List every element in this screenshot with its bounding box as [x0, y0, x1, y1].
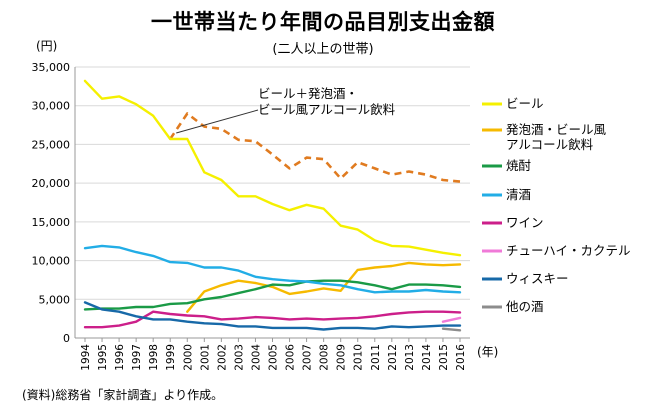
annotation-leader	[176, 109, 259, 134]
series-line-0	[169, 112, 461, 183]
x-tick-label: 2007	[302, 344, 314, 371]
x-tick-label: 2006	[285, 344, 297, 371]
y-tick-label: 20,000	[32, 177, 71, 190]
legend-label: ワイン	[506, 215, 544, 230]
x-tick-label: 2000	[182, 344, 194, 371]
y-axis-label: (円)	[36, 39, 57, 53]
x-tick-label: 2015	[438, 344, 450, 371]
legend-label: チューハイ・カクテル	[506, 243, 631, 258]
x-tick-label: 1994	[80, 344, 92, 371]
x-tick-label: 2012	[387, 344, 399, 371]
legend-label: 清酒	[506, 187, 531, 202]
legend-label: 発泡酒・ビール風	[506, 122, 607, 137]
x-tick-label: 2010	[353, 344, 365, 371]
y-tick-label: 10,000	[32, 255, 71, 268]
chart-title: 一世帯当たり年間の品目別支出金額	[151, 10, 495, 34]
x-tick-label: 2003	[233, 344, 245, 371]
x-tick-label: 2013	[404, 344, 416, 371]
annotation-text: ビール風アルコール飲料	[258, 102, 396, 117]
y-tick-label: 5,000	[39, 293, 71, 306]
legend-label: アルコール飲料	[506, 137, 594, 152]
y-axis: 0 5,000 10,000 15,000 20,000 25,000 30,000 35,0…	[32, 61, 470, 345]
series-line-6	[441, 316, 462, 323]
series-line-1	[83, 79, 462, 257]
y-tick-label: 15,000	[32, 216, 71, 229]
legend: ビール発泡酒・ビール風アルコール飲料焼酎清酒ワインチューハイ・カクテルウィスキー…	[482, 96, 631, 314]
x-tick-label: 2004	[250, 344, 262, 371]
series-line-3	[83, 279, 462, 311]
y-tick-label: 0	[63, 332, 70, 345]
x-tick-label: 2002	[216, 344, 228, 371]
legend-label: ビール	[506, 96, 544, 111]
y-tick-label: 35,000	[32, 61, 71, 74]
x-tick-label: 2011	[370, 344, 382, 371]
x-tick-label: 1995	[97, 344, 109, 371]
x-tick-label: 2016	[455, 344, 467, 371]
x-tick-label: 2009	[336, 344, 348, 371]
x-tick-label: 1997	[131, 344, 143, 371]
y-tick-label: 30,000	[32, 100, 71, 113]
x-tick-label: 2014	[421, 344, 433, 371]
x-tick-label: 2008	[319, 344, 331, 371]
legend-label: 焼酎	[506, 158, 531, 173]
series-line-7	[83, 301, 462, 331]
legend-label: 他の酒	[506, 299, 544, 314]
series-line-5	[83, 310, 462, 329]
x-tick-label: 2005	[268, 344, 280, 371]
x-tick-label: 1996	[114, 344, 126, 371]
x-tick-label: 1999	[165, 344, 177, 371]
y-tick-label: 25,000	[32, 138, 71, 151]
x-tick-label: 1998	[148, 344, 160, 371]
source-note: (資料)総務省「家計調査」より作成。	[22, 388, 224, 402]
x-axis-label: (年)	[477, 345, 498, 359]
x-tick-label: 2001	[199, 344, 211, 371]
series-line-8	[441, 327, 462, 332]
annotation-text: ビール＋発泡酒・	[258, 86, 358, 101]
legend-label: ウィスキー	[506, 271, 569, 286]
annotation: ビール＋発泡酒・ビール風アルコール飲料	[176, 86, 396, 134]
series-line-2	[186, 261, 462, 313]
x-axis: 1994 1995 1996 1997 1998 1999 2000 2001 2002 2003…	[75, 337, 470, 371]
series-layer	[83, 79, 462, 332]
series-line-4	[83, 244, 462, 294]
chart-subtitle: (二人以上の世帯)	[272, 42, 374, 57]
